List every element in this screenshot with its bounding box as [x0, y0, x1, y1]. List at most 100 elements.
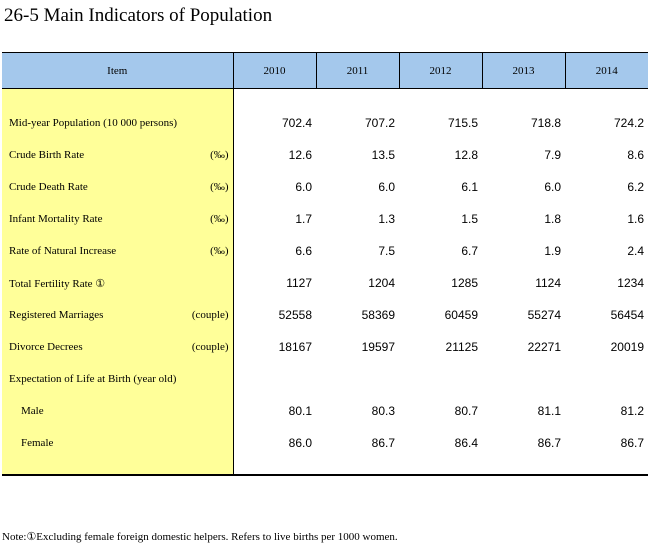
table-cell: 1.3: [378, 212, 395, 226]
row-unit: (‰): [210, 181, 229, 193]
table-cell: 1.7: [295, 212, 312, 226]
row-unit: (‰): [210, 245, 229, 257]
row-unit: (‰): [210, 213, 229, 225]
table-cell: 60459: [444, 308, 478, 322]
table-cell: 19597: [361, 340, 395, 354]
row-label-text: Total Fertility Rate ①: [9, 277, 106, 290]
table-row: Rate of Natural Increase (‰) 6.6 7.5 6.7 …: [2, 235, 648, 267]
row-label: Infant Mortality Rate (‰): [2, 203, 234, 235]
table-cell: 81.1: [537, 404, 561, 418]
table-cell: 86.7: [620, 436, 644, 450]
table-cell: 55274: [527, 308, 561, 322]
table-cell: 86.7: [371, 436, 395, 450]
table-cell: 80.1: [288, 404, 312, 418]
table-row: Divorce Decrees (couple) 18167 19597 2112…: [2, 331, 648, 363]
page-title: 26-5 Main Indicators of Population: [4, 5, 273, 26]
table-cell: 80.3: [371, 404, 395, 418]
row-label-text: Expectation of Life at Birth (year old): [9, 373, 177, 385]
table-cell: [399, 363, 482, 395]
table-cell: 13.5: [371, 148, 395, 162]
table-row: Expectation of Life at Birth (year old): [2, 363, 648, 395]
table-cell: 7.5: [378, 244, 395, 258]
table-cell: 724.2: [613, 116, 644, 130]
row-label: Divorce Decrees (couple): [2, 331, 234, 363]
row-label-text: Male: [21, 405, 44, 417]
table-cell: 21125: [445, 340, 478, 354]
table-cell: 1124: [535, 276, 561, 290]
table-cell: 6.0: [378, 180, 395, 194]
row-label: Crude Death Rate (‰): [2, 171, 234, 203]
column-header-2010: 2010: [232, 52, 316, 89]
table-cell: [565, 363, 648, 395]
row-label-text: Crude Birth Rate: [9, 149, 85, 161]
table-cell: 6.0: [295, 180, 312, 194]
table-cell: 702.4: [281, 116, 312, 130]
table-cell: 58369: [361, 308, 395, 322]
table-cell: 18167: [278, 340, 312, 354]
table-cell: 12.6: [288, 148, 312, 162]
table-cell: [233, 363, 316, 395]
column-header-2014: 2014: [564, 52, 648, 89]
table-row: Registered Marriages (couple) 52558 58369…: [2, 299, 648, 331]
column-header-2013: 2013: [481, 52, 565, 89]
row-label: Male: [2, 395, 234, 427]
table-cell: [482, 363, 565, 395]
column-header-item: Item: [2, 52, 233, 89]
table-cell: 86.7: [537, 436, 561, 450]
table-cell: 6.2: [627, 180, 644, 194]
table-cell: 1204: [368, 276, 395, 290]
table-cell: 1.8: [544, 212, 561, 226]
row-label-text: Infant Mortality Rate: [9, 213, 103, 225]
spacer-row: [2, 459, 648, 476]
row-label: Mid-year Population (10 000 persons): [2, 107, 234, 139]
table-row: Female 86.0 86.7 86.4 86.7 86.7: [2, 427, 648, 459]
column-header-2011: 2011: [315, 52, 399, 89]
indicators-table: Item 2010 2011 2012 2013 2014 Mid-year P…: [2, 52, 648, 476]
table-cell: 1285: [451, 276, 478, 290]
table-row: Mid-year Population (10 000 persons) 702…: [2, 107, 648, 139]
table-cell: 86.4: [454, 436, 478, 450]
table-cell: 56454: [610, 308, 644, 322]
table-cell: 1.5: [461, 212, 478, 226]
table-row: Total Fertility Rate ① 1127 1204 1285 11…: [2, 267, 648, 299]
table-cell: 6.0: [544, 180, 561, 194]
table-cell: 81.2: [620, 404, 644, 418]
table-cell: 718.8: [530, 116, 561, 130]
table-cell: 22271: [527, 340, 561, 354]
footnote: Note:①Excluding female foreign domestic …: [2, 531, 398, 543]
table-cell: 8.6: [627, 148, 644, 162]
table-cell: 12.8: [454, 148, 478, 162]
row-label-text: Crude Death Rate: [9, 181, 88, 193]
table-cell: 6.7: [461, 244, 478, 258]
row-label: Registered Marriages (couple): [2, 299, 234, 331]
table-row: Crude Death Rate (‰) 6.0 6.0 6.1 6.0 6.2: [2, 171, 648, 203]
table-cell: 1127: [286, 276, 312, 290]
row-label: Rate of Natural Increase (‰): [2, 235, 234, 267]
row-label-text: Female: [21, 437, 54, 449]
table-row: Crude Birth Rate (‰) 12.6 13.5 12.8 7.9 8…: [2, 139, 648, 171]
row-label-text: Mid-year Population (10 000 persons): [9, 117, 178, 129]
table-cell: [316, 363, 399, 395]
table-cell: 52558: [278, 308, 312, 322]
row-unit: (‰): [210, 149, 229, 161]
table-cell: 2.4: [627, 244, 644, 258]
table-cell: 6.6: [295, 244, 312, 258]
row-label-text: Divorce Decrees: [9, 341, 83, 353]
table-cell: 80.7: [454, 404, 478, 418]
table-cell: 707.2: [364, 116, 395, 130]
table-cell: 1.9: [544, 244, 561, 258]
table-cell: 6.1: [461, 180, 478, 194]
table-cell: 86.0: [288, 436, 312, 450]
row-label: Crude Birth Rate (‰): [2, 139, 234, 171]
table-cell: 20019: [610, 340, 644, 354]
table-row: Infant Mortality Rate (‰) 1.7 1.3 1.5 1.8…: [2, 203, 648, 235]
table-cell: 1.6: [627, 212, 644, 226]
row-unit: (couple): [191, 309, 229, 321]
row-label-text: Registered Marriages: [9, 309, 104, 321]
table-row: Male 80.1 80.3 80.7 81.1 81.2: [2, 395, 648, 427]
row-unit: (couple): [191, 341, 229, 353]
table-cell: 7.9: [544, 148, 561, 162]
row-label: Expectation of Life at Birth (year old): [2, 363, 234, 395]
column-header-2012: 2012: [398, 52, 482, 89]
spacer-row: [2, 88, 648, 107]
